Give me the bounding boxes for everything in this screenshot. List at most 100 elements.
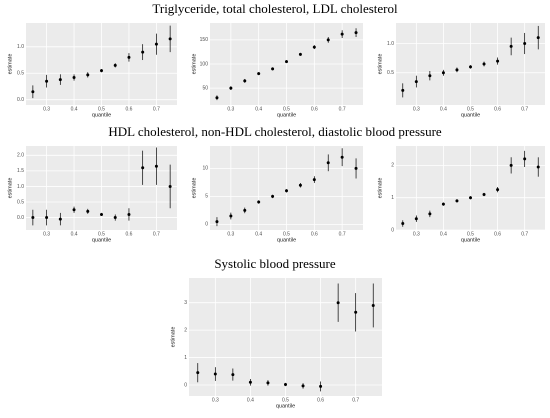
point: [298, 52, 302, 56]
point: [482, 192, 486, 196]
y-tick-label: 0.5: [387, 70, 394, 76]
x-tick-label: 0.3: [212, 397, 219, 403]
panel: 0 1 2 3 0.3 0.4 0.5 0.6 0.7 quantile estimate: [170, 278, 382, 409]
y-tick-label: 0: [205, 222, 208, 228]
point: [113, 63, 117, 67]
y-tick-label: 1.5: [17, 168, 24, 174]
point: [168, 184, 172, 188]
y-tick-label: 10: [202, 166, 208, 172]
x-tick-label: 0.3: [227, 106, 234, 112]
y-tick-label: 3: [184, 300, 187, 306]
point: [523, 42, 527, 45]
point: [243, 79, 247, 83]
x-tick-label: 0.7: [521, 231, 528, 237]
point: [229, 86, 233, 90]
y-axis-label: estimate: [377, 54, 383, 75]
point: [455, 68, 459, 72]
x-tick-label: 0.6: [311, 231, 318, 237]
point: [285, 60, 288, 64]
point: [257, 72, 261, 76]
point: [414, 80, 418, 84]
point: [45, 79, 49, 83]
point: [266, 381, 270, 385]
point: [257, 200, 261, 204]
y-tick-label: 1.0: [17, 184, 24, 190]
y-axis-label: estimate: [7, 54, 13, 75]
point: [509, 163, 513, 167]
y-tick-label: 1: [184, 355, 187, 361]
point: [86, 209, 90, 213]
x-axis-label: quantile: [461, 112, 480, 118]
row-title: Triglyceride, total cholesterol, LDL cho…: [152, 1, 398, 16]
x-tick-label: 0.3: [413, 231, 420, 237]
panel: 0 5 10 0.3 0.4 0.5 0.6 0.7 quantile estimate: [191, 146, 363, 243]
x-tick-label: 0.7: [153, 231, 160, 237]
point: [72, 208, 76, 212]
x-tick-label: 0.5: [283, 106, 290, 112]
point: [271, 67, 275, 71]
y-tick-label: 0.0: [17, 215, 24, 221]
x-axis-label: quantile: [92, 112, 111, 118]
point: [441, 202, 445, 206]
point: [141, 166, 145, 170]
point: [469, 196, 472, 200]
x-tick-label: 0.5: [283, 231, 290, 237]
y-axis-label: estimate: [191, 178, 197, 199]
point: [354, 166, 358, 170]
x-axis-label: quantile: [276, 403, 295, 409]
x-tick-label: 0.5: [98, 106, 105, 112]
point: [285, 189, 288, 193]
point: [215, 96, 219, 100]
point: [371, 303, 375, 307]
y-tick-label: 2.0: [17, 153, 24, 159]
point: [401, 88, 405, 92]
x-tick-label: 0.7: [153, 106, 160, 112]
point: [536, 165, 540, 169]
x-axis-label: quantile: [461, 237, 480, 243]
point: [72, 75, 76, 79]
y-tick-label: 100: [200, 61, 209, 67]
y-axis-label: estimate: [7, 178, 13, 199]
point: [215, 220, 219, 224]
x-tick-label: 0.4: [255, 231, 262, 237]
x-tick-label: 0.4: [440, 231, 447, 237]
point: [301, 384, 305, 388]
x-tick-label: 0.5: [98, 231, 105, 237]
x-axis-label: quantile: [92, 237, 111, 243]
x-tick-label: 0.5: [467, 106, 474, 112]
y-tick-label: 1.0: [387, 41, 394, 47]
point: [312, 178, 316, 182]
x-tick-label: 0.4: [71, 231, 78, 237]
x-tick-label: 0.3: [43, 106, 50, 112]
row-title: Systolic blood pressure: [214, 256, 336, 271]
point: [455, 199, 459, 203]
point: [45, 216, 49, 220]
y-tick-label: 1.0: [17, 44, 24, 50]
point: [127, 55, 131, 59]
row-title: HDL cholesterol, non-HDL cholesterol, di…: [108, 124, 442, 139]
x-tick-label: 0.4: [440, 106, 447, 112]
point: [31, 216, 35, 220]
point: [271, 194, 275, 198]
point: [100, 212, 103, 216]
point: [326, 38, 330, 42]
panel: 0 1 2 0.3 0.4 0.5 0.6 0.7 quantile estimate: [377, 146, 545, 243]
point: [536, 36, 540, 40]
point: [243, 208, 247, 212]
point: [496, 59, 500, 63]
point: [231, 373, 235, 377]
point: [284, 382, 287, 386]
y-tick-label: 2: [184, 327, 187, 333]
point: [469, 65, 472, 69]
point: [168, 37, 172, 41]
point: [354, 310, 358, 314]
point: [326, 161, 330, 165]
x-tick-label: 0.5: [467, 231, 474, 237]
point: [86, 73, 90, 77]
point: [154, 164, 158, 168]
y-tick-label: 0.5: [17, 199, 24, 205]
point: [340, 155, 344, 159]
point: [336, 301, 340, 305]
point: [127, 212, 131, 216]
